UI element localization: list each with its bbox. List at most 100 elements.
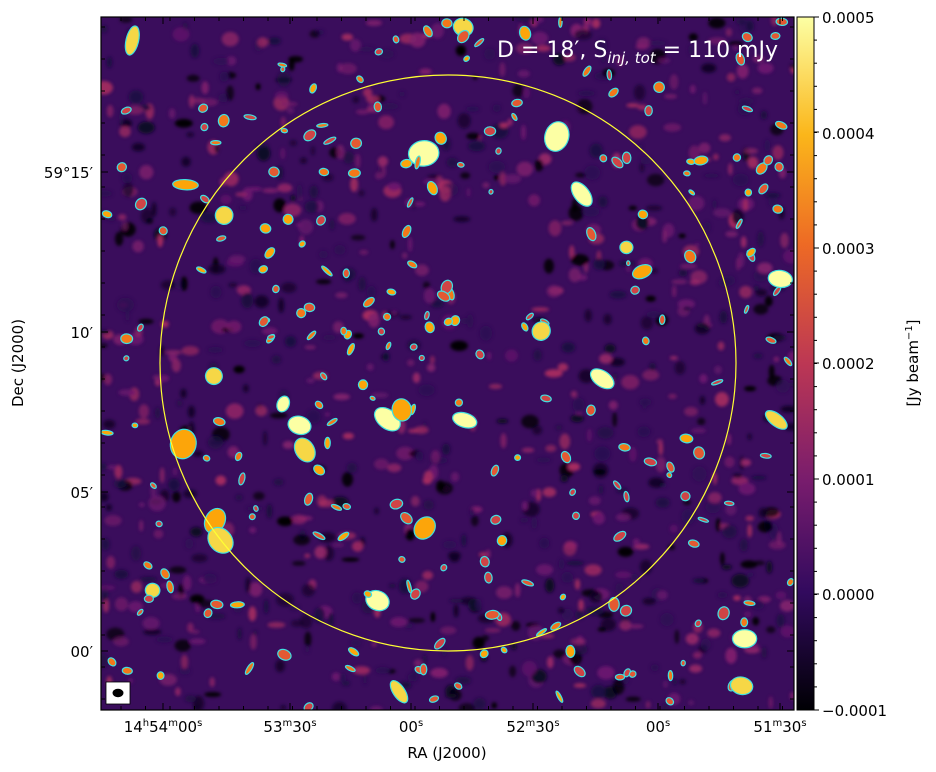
source-contour xyxy=(136,608,144,616)
source-contour xyxy=(644,105,653,117)
source-contour xyxy=(764,410,788,430)
source-contour xyxy=(158,226,168,236)
source-contour xyxy=(326,417,338,427)
source-contour xyxy=(643,457,658,467)
source-contour xyxy=(623,490,630,503)
colorbar: 0.0005 0.0004 0.0003 0.0002 0.0001 0.000… xyxy=(796,9,922,720)
source-contour xyxy=(293,437,316,463)
source-contour xyxy=(357,379,369,391)
source-contour xyxy=(248,513,256,521)
source-contour xyxy=(484,571,493,584)
sky-image xyxy=(101,17,794,710)
source-contour xyxy=(323,136,337,145)
source-contour xyxy=(711,379,724,386)
source-contour xyxy=(428,695,440,703)
source-contour xyxy=(511,112,518,121)
source-contour xyxy=(244,662,255,675)
minor-ticks xyxy=(101,17,794,710)
source-contour xyxy=(684,249,697,264)
source-contour xyxy=(120,333,134,345)
y-axis-label: Dec (J2000) xyxy=(9,319,27,407)
source-contour xyxy=(276,395,291,413)
x-tick-label-0: 14h54m00s xyxy=(124,718,203,736)
source-contour xyxy=(277,648,292,661)
source-contour xyxy=(693,155,709,166)
x-tick-label-2: 00s xyxy=(399,718,423,736)
y-tick-label-3: 00′ xyxy=(71,643,94,661)
x-tick-labels: 14h54m00s 53m30s 00s 52m30s 00s 51m30s xyxy=(124,718,807,736)
source-contour xyxy=(266,334,276,340)
source-contour xyxy=(424,310,430,321)
source-contour xyxy=(414,155,421,170)
x-tick-label-3: 52m30s xyxy=(506,718,559,736)
source-contour xyxy=(500,646,508,654)
source-contour xyxy=(419,663,428,676)
source-contour xyxy=(666,461,675,473)
source-contour xyxy=(744,188,753,197)
source-contour xyxy=(589,368,615,390)
source-contour xyxy=(196,266,207,274)
source-contour xyxy=(680,491,691,502)
source-contour xyxy=(160,568,170,580)
source-contour xyxy=(697,516,710,523)
source-contour xyxy=(101,429,114,436)
source-contour xyxy=(268,166,280,178)
source-contour xyxy=(653,81,665,94)
source-contour xyxy=(496,535,508,547)
y-tick-label-0: 59°15′ xyxy=(44,164,94,182)
source-contour xyxy=(474,37,485,48)
source-contour xyxy=(518,25,532,41)
source-contour xyxy=(586,227,597,242)
beam-marker xyxy=(105,681,131,705)
source-contour xyxy=(770,31,781,41)
source-contour xyxy=(475,349,485,360)
source-contour xyxy=(316,215,326,226)
source-contour xyxy=(683,170,691,177)
source-contour xyxy=(350,137,363,150)
source-contour xyxy=(521,322,529,332)
source-contour xyxy=(143,561,153,570)
source-contour xyxy=(558,17,563,28)
source-contour xyxy=(479,555,490,568)
source-contour xyxy=(614,673,626,681)
source-contour xyxy=(621,151,632,165)
source-contour xyxy=(238,472,246,486)
source-contour xyxy=(732,153,742,162)
source-contour xyxy=(303,302,316,313)
source-contour xyxy=(374,48,384,56)
x-tick-label-4: 00s xyxy=(646,718,670,736)
source-contour xyxy=(456,161,465,168)
source-contour xyxy=(149,482,157,490)
source-contour xyxy=(356,75,364,84)
source-contour xyxy=(277,62,288,68)
source-contour xyxy=(619,240,634,255)
source-contour xyxy=(514,454,522,462)
source-contour xyxy=(210,599,224,610)
source-contour xyxy=(759,452,772,459)
source-contour xyxy=(400,158,413,169)
source-contour xyxy=(391,398,413,422)
source-contour xyxy=(389,679,409,704)
y-tick-labels: 59°15′ 10′ 05′ 00′ xyxy=(44,164,94,661)
source-contour xyxy=(679,433,694,444)
noise-layer xyxy=(101,17,794,710)
source-contour xyxy=(743,600,756,607)
source-contour xyxy=(452,411,478,429)
source-contour xyxy=(321,265,333,277)
source-contour xyxy=(407,260,418,269)
source-contour xyxy=(457,29,470,44)
source-contour xyxy=(511,98,523,108)
source-contour xyxy=(490,464,500,477)
source-contour xyxy=(362,296,375,308)
source-contour xyxy=(569,488,577,496)
source-contour xyxy=(786,578,794,587)
source-contour xyxy=(658,314,666,325)
source-contour xyxy=(666,472,673,479)
source-contour xyxy=(479,649,489,659)
source-contour xyxy=(723,500,735,506)
source-contour xyxy=(320,372,328,381)
source-contour xyxy=(342,503,352,510)
source-contour xyxy=(424,321,435,334)
colorbar-gradient xyxy=(796,16,815,711)
source-contour xyxy=(121,666,133,675)
